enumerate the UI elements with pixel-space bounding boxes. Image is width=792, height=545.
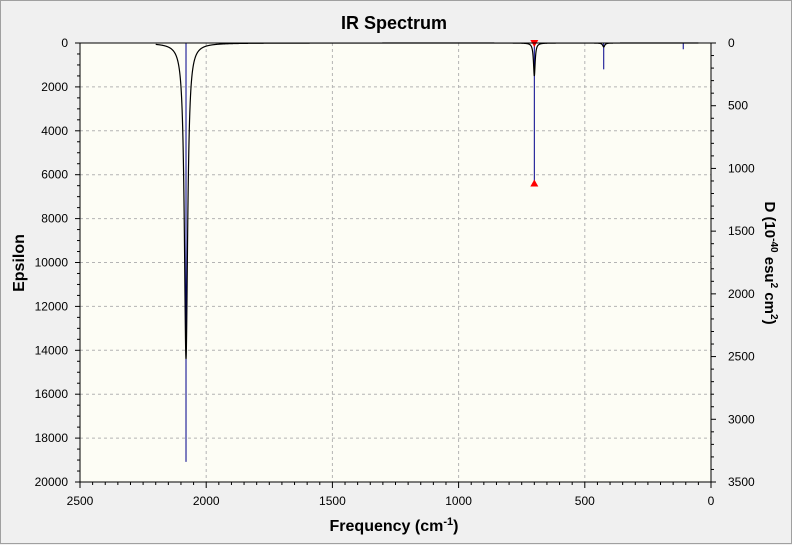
y-tick-label: 14000 bbox=[35, 343, 69, 357]
y2-tick-label: 3000 bbox=[728, 412, 755, 426]
y2-tick-label: 1000 bbox=[728, 161, 755, 175]
y-tick-label: 8000 bbox=[41, 212, 68, 226]
y2-tick-label: 1500 bbox=[728, 224, 755, 238]
y-tick-label: 18000 bbox=[35, 431, 69, 445]
y2-tick-label: 3500 bbox=[728, 475, 755, 489]
grid-lines bbox=[80, 43, 711, 482]
x-tick-label: 500 bbox=[575, 494, 595, 508]
y2-tick-label: 0 bbox=[728, 36, 735, 50]
y-tick-label: 10000 bbox=[35, 256, 69, 270]
y-tick-label: 0 bbox=[61, 36, 68, 50]
plot-frame bbox=[79, 42, 712, 483]
y-tick-label: 6000 bbox=[41, 168, 68, 182]
y-tick-label: 4000 bbox=[41, 124, 68, 138]
x-tick-label: 0 bbox=[708, 494, 715, 508]
peak-marker[interactable] bbox=[530, 179, 539, 187]
x-axis-label: Frequency (cm-1) bbox=[330, 516, 459, 535]
y-tick-label: 2000 bbox=[41, 80, 68, 94]
y-tick-label: 20000 bbox=[35, 475, 69, 489]
y-tick-label: 16000 bbox=[35, 387, 69, 401]
y-tick-label: 12000 bbox=[35, 299, 69, 313]
y2-tick-label: 2500 bbox=[728, 350, 755, 364]
y2-tick-label: 500 bbox=[728, 99, 748, 113]
y2-axis-label: D (10-40 esu2 cm2) bbox=[761, 201, 779, 324]
x-tick-label: 2500 bbox=[67, 494, 94, 508]
x-tick-label: 2000 bbox=[193, 494, 220, 508]
x-tick-label: 1000 bbox=[445, 494, 472, 508]
chart-title: IR Spectrum bbox=[341, 13, 447, 33]
axes-group bbox=[75, 42, 716, 488]
tick-labels: 0200040006000800010000120001400016000180… bbox=[35, 36, 755, 508]
y2-tick-label: 2000 bbox=[728, 287, 755, 301]
x-tick-label: 1500 bbox=[319, 494, 346, 508]
y-axis-label: Epsilon bbox=[11, 234, 28, 292]
